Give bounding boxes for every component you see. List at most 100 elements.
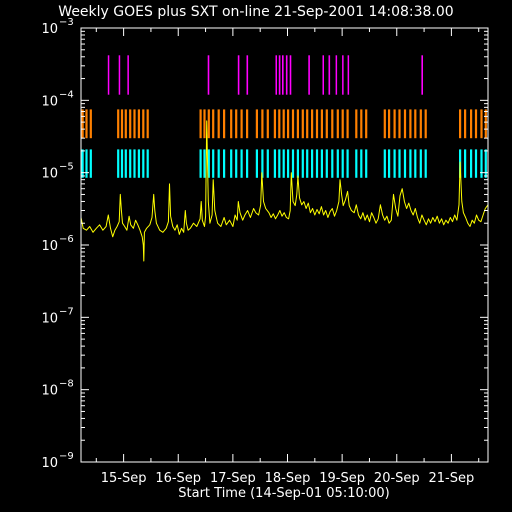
coverage-bar-1-44	[388, 109, 391, 139]
coverage-bar-1-42	[365, 109, 368, 139]
y-tick-label: 10	[41, 239, 58, 254]
coverage-bar-1-30	[301, 109, 304, 139]
x-tick-label: 20-Sep	[374, 471, 420, 486]
x-tick-label: 17-Sep	[210, 471, 256, 486]
coverage-bar-2-27	[287, 149, 290, 178]
coverage-bar-2-10	[146, 149, 149, 178]
coverage-bar-0-2	[127, 55, 129, 95]
coverage-bar-1-1	[85, 109, 88, 139]
coverage-bar-2-56	[480, 149, 483, 178]
coverage-bar-1-26	[282, 109, 285, 139]
coverage-bar-1-17	[230, 109, 233, 139]
coverage-bar-1-41	[360, 109, 363, 139]
coverage-bar-0-4	[237, 55, 240, 95]
chart-title: Weekly GOES plus SXT on-line 21-Sep-2001…	[58, 4, 453, 20]
coverage-bar-2-29	[296, 149, 299, 178]
coverage-bands	[81, 55, 487, 178]
coverage-bar-2-24	[273, 149, 276, 178]
coverage-bar-1-49	[414, 109, 417, 139]
coverage-bar-1-32	[311, 109, 314, 139]
coverage-bar-2-33	[315, 149, 319, 178]
coverage-bar-1-40	[355, 109, 358, 139]
coverage-bar-1-5	[124, 109, 127, 139]
coverage-bar-2-20	[246, 149, 249, 178]
coverage-bar-2-47	[403, 149, 407, 178]
coverage-bar-2-16	[223, 149, 226, 178]
coverage-bar-1-36	[331, 109, 334, 139]
x-tick-label: 19-Sep	[319, 471, 365, 486]
coverage-bar-1-2	[89, 109, 92, 139]
coverage-bar-2-25	[278, 149, 281, 178]
coverage-bar-1-0	[81, 109, 84, 139]
coverage-bar-2-4	[120, 149, 124, 178]
coverage-bar-1-57	[484, 109, 487, 139]
coverage-bar-1-50	[419, 109, 422, 139]
coverage-bar-0-1	[118, 55, 121, 95]
coverage-bar-2-26	[282, 149, 285, 178]
y-tick-exponent: −4	[59, 89, 74, 100]
coverage-bar-1-9	[142, 109, 145, 139]
y-tick-label: 10	[41, 456, 58, 471]
coverage-bar-1-8	[137, 109, 140, 139]
x-tick-label: 21-Sep	[429, 471, 475, 486]
coverage-bar-2-28	[291, 149, 295, 178]
coverage-bar-2-34	[320, 149, 323, 178]
coverage-bar-1-33	[315, 109, 319, 139]
coverage-bar-0-10	[289, 55, 292, 95]
coverage-bar-2-1	[85, 149, 88, 178]
coverage-bar-1-35	[325, 109, 328, 139]
coverage-bar-2-22	[261, 149, 264, 178]
coverage-bar-2-13	[207, 149, 210, 178]
coverage-bar-1-7	[133, 109, 136, 139]
coverage-bar-1-31	[306, 109, 309, 139]
coverage-bar-1-11	[199, 109, 202, 139]
coverage-bar-1-56	[480, 109, 483, 139]
coverage-bar-2-5	[124, 149, 127, 178]
coverage-bar-0-17	[421, 55, 423, 95]
coverage-bar-1-54	[470, 109, 473, 139]
coverage-bar-0-16	[347, 55, 350, 95]
coverage-bar-2-51	[424, 149, 427, 178]
coverage-bar-1-14	[212, 109, 215, 139]
coverage-bar-1-47	[403, 109, 407, 139]
coverage-bar-0-12	[322, 55, 324, 95]
coverage-bar-2-6	[129, 149, 132, 178]
coverage-bar-2-31	[306, 149, 309, 178]
coverage-bar-1-51	[424, 109, 427, 139]
coverage-bar-1-6	[129, 109, 132, 139]
coverage-bar-1-45	[393, 109, 396, 139]
coverage-bar-1-19	[240, 109, 243, 139]
coverage-bar-2-9	[142, 149, 145, 178]
coverage-bar-2-48	[409, 149, 412, 178]
y-tick-label: 10	[41, 384, 58, 399]
coverage-bar-2-53	[464, 149, 467, 178]
coverage-bar-2-49	[414, 149, 417, 178]
y-axis: 10−910−810−710−610−510−410−3	[41, 17, 488, 471]
y-tick-exponent: −7	[59, 306, 74, 317]
coverage-bar-2-2	[89, 149, 92, 178]
coverage-bar-2-32	[311, 149, 314, 178]
coverage-bar-0-15	[342, 55, 344, 95]
series-layer	[80, 120, 489, 262]
coverage-bar-1-28	[291, 109, 295, 139]
coverage-bar-1-52	[459, 109, 462, 139]
coverage-bar-0-13	[328, 55, 331, 95]
coverage-bar-2-39	[346, 149, 349, 178]
y-tick-exponent: −3	[59, 17, 74, 28]
coverage-bar-2-42	[365, 149, 368, 178]
coverage-bar-1-24	[273, 109, 276, 139]
coverage-bar-1-39	[346, 109, 349, 139]
coverage-bar-2-35	[325, 149, 328, 178]
coverage-bar-2-37	[336, 149, 339, 178]
coverage-bar-1-25	[278, 109, 281, 139]
y-tick-label: 10	[41, 94, 58, 109]
coverage-bar-2-44	[388, 149, 391, 178]
coverage-bar-2-55	[474, 149, 478, 178]
coverage-bar-2-21	[255, 149, 258, 178]
coverage-bar-2-12	[203, 149, 206, 178]
coverage-bar-0-5	[246, 55, 249, 95]
coverage-bar-0-9	[285, 55, 288, 95]
x-axis: 15-Sep 16-Sep 17-Sep 18-Sep 19-Sep 20-Sep 21-S…	[95, 28, 480, 486]
coverage-bar-2-8	[137, 149, 140, 178]
